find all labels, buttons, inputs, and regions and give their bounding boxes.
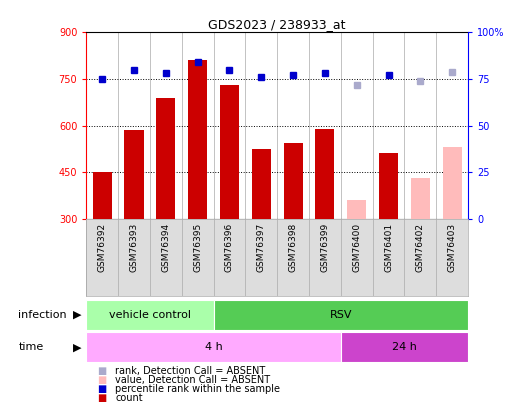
Title: GDS2023 / 238933_at: GDS2023 / 238933_at [209,18,346,31]
Text: GSM76392: GSM76392 [98,223,107,272]
Bar [411,178,430,219]
Bar [213,300,468,330]
Text: GSM76395: GSM76395 [193,223,202,272]
Bar [442,147,462,219]
Bar [379,153,398,219]
Text: GSM76399: GSM76399 [321,223,329,272]
Bar [156,98,175,219]
Text: GSM76400: GSM76400 [352,223,361,272]
Bar [188,60,207,219]
Text: count: count [115,393,143,403]
Text: ■: ■ [97,384,106,394]
Text: GSM76402: GSM76402 [416,223,425,271]
Bar [341,332,468,362]
Text: value, Detection Call = ABSENT: value, Detection Call = ABSENT [115,375,270,385]
Bar [315,129,335,219]
Bar [124,130,143,219]
Text: ■: ■ [97,366,106,376]
Bar [93,172,112,219]
Bar [86,300,213,330]
Bar [347,200,366,219]
Text: time: time [18,342,43,352]
Text: ■: ■ [97,375,106,385]
Text: GSM76396: GSM76396 [225,223,234,272]
Bar [252,149,271,219]
Text: GSM76397: GSM76397 [257,223,266,272]
Bar [220,85,239,219]
Text: GSM76393: GSM76393 [130,223,139,272]
Text: ▶: ▶ [73,342,81,352]
Text: GSM76394: GSM76394 [161,223,170,272]
Text: GSM76398: GSM76398 [289,223,298,272]
Text: percentile rank within the sample: percentile rank within the sample [115,384,280,394]
Text: vehicle control: vehicle control [109,310,191,320]
Text: 24 h: 24 h [392,342,417,352]
Text: RSV: RSV [329,310,352,320]
Text: GSM76401: GSM76401 [384,223,393,272]
Bar [283,143,303,219]
Text: ■: ■ [97,393,106,403]
Bar [86,332,341,362]
Text: infection: infection [18,310,67,320]
Text: rank, Detection Call = ABSENT: rank, Detection Call = ABSENT [115,366,265,376]
Text: 4 h: 4 h [204,342,222,352]
Text: GSM76403: GSM76403 [448,223,457,272]
Text: ▶: ▶ [73,310,81,320]
